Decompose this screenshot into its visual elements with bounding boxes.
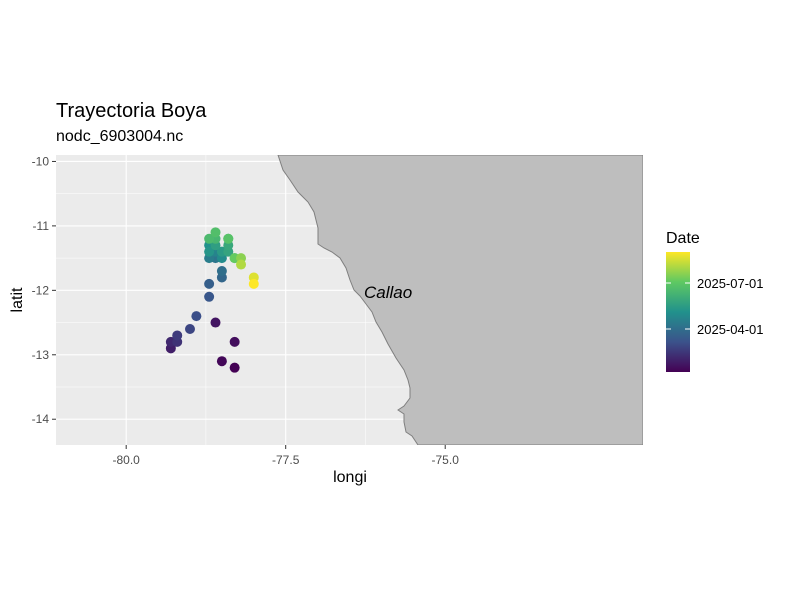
place-label-callao: Callao xyxy=(364,283,412,302)
trajectory-point xyxy=(216,356,227,367)
trajectory-point xyxy=(210,227,221,238)
trajectory-point xyxy=(248,278,259,289)
y-tick-label: -14 xyxy=(32,412,50,426)
x-axis-title: longi xyxy=(333,469,367,486)
trajectory-point xyxy=(236,259,247,270)
trajectory-point xyxy=(204,233,215,244)
trajectory-point xyxy=(184,324,195,334)
trajectory-points xyxy=(165,227,259,373)
trajectory-point xyxy=(204,246,215,257)
trajectory-point xyxy=(229,336,240,347)
x-tick-label: -80.0 xyxy=(113,453,141,467)
chart-title: Trayectoria Boya xyxy=(56,100,207,122)
trajectory-point xyxy=(223,233,234,244)
trajectory-point xyxy=(229,362,240,373)
x-axis-ticks: -80.0 -77.5 -75.0 xyxy=(113,445,460,467)
legend-colorbar xyxy=(666,252,690,372)
trajectory-point xyxy=(172,330,183,341)
land-polygon xyxy=(277,155,643,445)
x-tick-label: -77.5 xyxy=(272,453,300,467)
y-axis-ticks: -10 -11 -12 -13 -14 xyxy=(32,154,56,426)
y-tick-label: -13 xyxy=(32,348,50,362)
y-tick-label: -11 xyxy=(33,219,50,233)
trajectory-point xyxy=(216,266,227,276)
x-tick-label: -75.0 xyxy=(432,453,460,467)
y-tick-label: -12 xyxy=(32,283,50,297)
y-axis-title: latit xyxy=(9,287,26,312)
chart-subtitle: nodc_6903004.nc xyxy=(56,128,184,145)
legend-label-jul: 2025-07-01 xyxy=(697,276,764,291)
legend-title: Date xyxy=(666,230,700,247)
trajectory-point xyxy=(210,317,221,328)
color-legend: Date 2025-07-01 2025-04-01 xyxy=(666,230,764,372)
y-tick-label: -10 xyxy=(32,154,50,168)
trajectory-point xyxy=(191,311,202,322)
trajectory-point xyxy=(204,278,215,289)
legend-label-apr: 2025-04-01 xyxy=(697,322,764,337)
trajectory-point xyxy=(204,291,215,302)
